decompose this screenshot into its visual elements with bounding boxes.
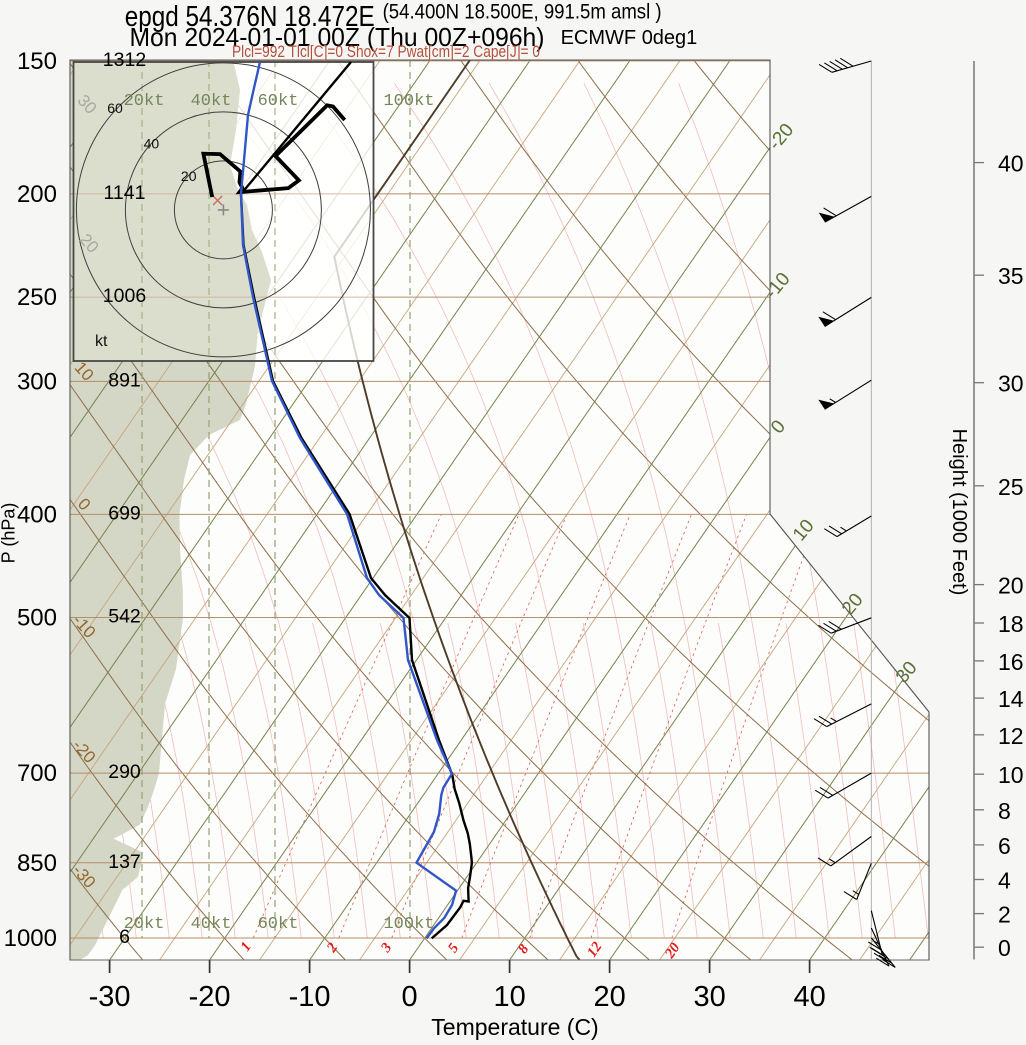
svg-text:18: 18	[998, 611, 1024, 637]
svg-text:Plcl=992 Tlcl[C]=0 Shox=7 Pwat: Plcl=992 Tlcl[C]=0 Shox=7 Pwat[cm]=2 Cap…	[232, 42, 540, 61]
svg-text:Temperature (C): Temperature (C)	[431, 1014, 598, 1040]
svg-text:699: 699	[108, 502, 141, 524]
svg-text:100kt: 100kt	[383, 915, 434, 934]
svg-text:ECMWF 0deg1: ECMWF 0deg1	[561, 27, 698, 49]
svg-text:250: 250	[17, 284, 57, 311]
svg-text:60: 60	[107, 100, 123, 116]
svg-text:20: 20	[661, 940, 683, 962]
svg-text:6: 6	[998, 833, 1011, 859]
svg-text:542: 542	[108, 606, 141, 628]
svg-text:12: 12	[998, 723, 1024, 749]
svg-text:891: 891	[108, 369, 141, 391]
svg-text:P (hPa): P (hPa)	[0, 503, 19, 564]
svg-text:500: 500	[17, 605, 57, 632]
svg-text:4: 4	[998, 868, 1011, 894]
svg-text:30: 30	[693, 981, 725, 1013]
svg-text:8: 8	[998, 798, 1011, 824]
svg-text:35: 35	[998, 263, 1024, 289]
svg-text:20: 20	[181, 168, 197, 184]
svg-text:60kt: 60kt	[258, 92, 299, 111]
svg-text:epgd 54.376N 18.472E: epgd 54.376N 18.472E	[125, 1, 375, 33]
svg-text:40kt: 40kt	[191, 92, 232, 111]
svg-text:40kt: 40kt	[191, 915, 232, 934]
svg-text:10: 10	[998, 762, 1024, 788]
svg-text:25: 25	[998, 474, 1024, 500]
svg-text:700: 700	[17, 760, 57, 787]
svg-text:40: 40	[144, 136, 160, 152]
svg-text:290: 290	[108, 761, 141, 783]
svg-text:300: 300	[17, 368, 57, 395]
svg-text:0: 0	[402, 981, 418, 1013]
svg-text:Mon 2024-01-01 00Z (Thu 00Z+09: Mon 2024-01-01 00Z (Thu 00Z+096h)	[130, 22, 545, 52]
svg-text:16: 16	[998, 649, 1024, 675]
svg-text:-10: -10	[289, 981, 331, 1013]
svg-text:10: 10	[493, 981, 525, 1013]
svg-text:850: 850	[17, 850, 57, 877]
svg-text:1312: 1312	[103, 49, 146, 71]
svg-text:40: 40	[998, 151, 1024, 177]
svg-text:0: 0	[998, 935, 1011, 961]
svg-text:(54.400N 18.500E, 991.5m amsl: (54.400N 18.500E, 991.5m amsl )	[383, 1, 662, 24]
svg-text:14: 14	[998, 686, 1024, 712]
svg-text:20: 20	[593, 981, 625, 1013]
svg-text:-20: -20	[189, 981, 231, 1013]
svg-text:kt: kt	[95, 333, 108, 350]
svg-text:60kt: 60kt	[258, 915, 299, 934]
svg-text:1000: 1000	[4, 925, 57, 952]
svg-text:2: 2	[998, 902, 1011, 928]
svg-text:6: 6	[119, 926, 130, 948]
svg-text:Height (1000 Feet): Height (1000 Feet)	[948, 429, 970, 596]
svg-text:40: 40	[793, 981, 825, 1013]
svg-text:20kt: 20kt	[124, 92, 165, 111]
svg-text:100kt: 100kt	[383, 92, 434, 111]
svg-text:150: 150	[17, 48, 57, 75]
svg-text:-30: -30	[89, 981, 131, 1013]
svg-text:1141: 1141	[104, 182, 146, 204]
svg-text:1006: 1006	[103, 285, 146, 307]
svg-text:200: 200	[17, 181, 57, 208]
svg-text:137: 137	[108, 851, 141, 873]
svg-text:400: 400	[17, 501, 57, 528]
svg-text:20: 20	[998, 573, 1024, 599]
svg-text:20kt: 20kt	[124, 915, 165, 934]
svg-text:30: 30	[998, 371, 1024, 397]
